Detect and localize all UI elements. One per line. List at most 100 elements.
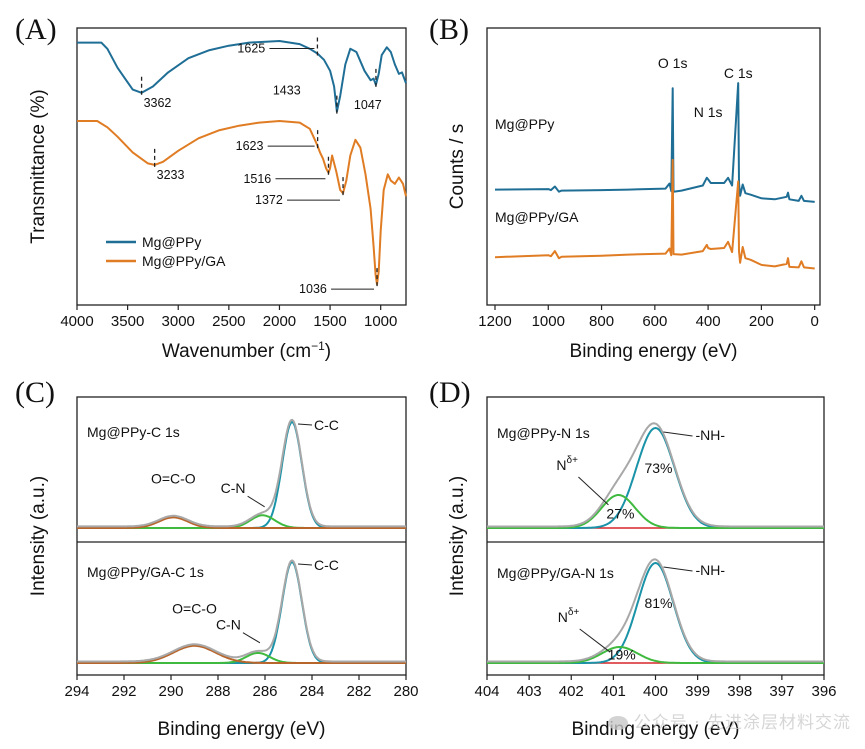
panel-d-label-nd-sup: δ+ <box>567 455 579 466</box>
panel-c-envelope <box>77 559 406 663</box>
panel-c-frame <box>76 396 407 676</box>
watermark-text: 公众号 · 先进涂层材料交流 <box>633 713 851 733</box>
panel-b-series-label: Mg@PPy/GA <box>495 209 579 225</box>
panel-a-x-tick-label: 4000 <box>60 313 93 330</box>
panel-a-x-tick-label: 2500 <box>212 313 245 330</box>
panel-c-label-arrow <box>247 495 265 508</box>
panel-d-label-nd-sup: δ+ <box>568 607 580 618</box>
panel-d-envelope <box>487 422 824 528</box>
panel-c-x-tick-label: 292 <box>111 683 136 700</box>
panel-d-percent-nh: 81% <box>644 595 672 611</box>
panel-b-x-tick-label: 1200 <box>478 313 511 330</box>
panel-d-label-arrow <box>578 476 609 506</box>
panel-a-peak-label: 1433 <box>273 84 301 98</box>
panel-d-x-tick-label: 403 <box>517 683 542 700</box>
panel-c-component-o-c-o <box>77 644 406 664</box>
panel-a-peak-label: 1516 <box>243 172 271 186</box>
panel-d-percent-nh: 73% <box>644 460 672 476</box>
panel-b-frame <box>486 27 821 306</box>
panel-a-peak-label: 1047 <box>354 98 382 112</box>
panel-b-peak-label: N 1s <box>694 104 723 120</box>
panel-d-percent-nd: 27% <box>606 505 634 521</box>
panel-d-x-tick-label: 396 <box>811 683 836 700</box>
panel-b-x-axis-title: Binding energy (eV) <box>570 341 738 362</box>
panel-b-y-axis-title: Counts / s <box>447 124 468 210</box>
panel-d-percent-nd: 19% <box>608 646 636 662</box>
panel-d-label-nd: Nδ+ <box>558 607 580 625</box>
panel-c-x-tick-label: 280 <box>393 683 418 700</box>
panel-d-component-n <box>487 646 824 664</box>
panel-c-letter: (C) <box>15 376 55 409</box>
panel-a-x-axis-title-sup: −1 <box>311 339 325 353</box>
panel-a-series-mg-ppy <box>77 40 407 113</box>
panel-c-x-tick-label: 294 <box>64 683 89 700</box>
panel-c-label-cc: C-C <box>314 557 339 573</box>
panel-c-label-cc: C-C <box>314 417 339 433</box>
panel-a-legend-label: Mg@PPy/GA <box>142 253 226 269</box>
panel-b-peak-label: C 1s <box>724 65 753 81</box>
panel-b-x-tick-label: 600 <box>642 313 667 330</box>
panel-a-peak-label: 1036 <box>299 282 327 296</box>
panel-c-label-cn: C-N <box>221 480 246 496</box>
panel-d-y-axis-title: Intensity (a.u.) <box>447 476 468 596</box>
panel-c-label-cn: C-N <box>216 617 241 633</box>
panel-c-x-tick-label: 290 <box>158 683 183 700</box>
panel-d-component-n <box>487 494 824 529</box>
panel-a-legend-label: Mg@PPy <box>142 234 201 250</box>
panel-a-x-tick-label: 3000 <box>162 313 195 330</box>
panel-b-series-label: Mg@PPy <box>495 116 554 132</box>
panel-a-peak-label: 3233 <box>157 168 185 182</box>
panel-d-envelope <box>487 558 824 663</box>
panel-a-x-axis-title: Wavenumber (cm−1) <box>162 339 331 362</box>
panel-c-x-axis-title: Binding energy (eV) <box>158 719 326 740</box>
panel-c-envelope <box>77 418 406 528</box>
panel-d-label-arrow <box>579 628 610 653</box>
panel-a-peak-label: 1623 <box>236 139 264 153</box>
panel-a-frame <box>76 27 407 306</box>
panel-d-letter: (D) <box>429 376 471 409</box>
panel-c-component-o-c-o <box>77 516 406 529</box>
panel-c-x-tick-label: 284 <box>299 683 324 700</box>
panel-a-peak-label: 1625 <box>237 42 265 56</box>
panel-c-y-axis-title: Intensity (a.u.) <box>28 476 49 596</box>
panel-a-x-tick-label: 1000 <box>364 313 397 330</box>
panel-c-label-arrow <box>297 423 313 426</box>
panel-b-x-tick-label: 0 <box>811 313 819 330</box>
watermark: 公众号 · 先进涂层材料交流 <box>607 708 851 733</box>
panel-c-subplot-title: Mg@PPy-C 1s <box>87 424 180 440</box>
panel-d-subplot-title: Mg@PPy/GA-N 1s <box>497 565 614 581</box>
wechat-icon <box>607 716 628 730</box>
panel-d-x-tick-label: 399 <box>685 683 710 700</box>
panel-b-x-tick-label: 200 <box>749 313 774 330</box>
panel-b-peak-label: O 1s <box>658 55 688 71</box>
panel-d-label-nd-main: N <box>556 457 566 473</box>
panel-a-peak-label: 3362 <box>144 96 172 110</box>
panel-c-label-arrow <box>242 632 261 644</box>
panel-a-x-axis-title-end: ) <box>325 341 331 362</box>
panel-c-label-oco: O=C-O <box>151 470 196 486</box>
panel-d-label-arrow <box>663 431 693 437</box>
panel-c-x-tick-label: 286 <box>252 683 277 700</box>
panel-d-x-tick-label: 400 <box>643 683 668 700</box>
panel-c-label-arrow <box>297 563 313 566</box>
panel-c-subplot-title: Mg@PPy/GA-C 1s <box>87 564 204 580</box>
panel-d-subplot-title: Mg@PPy-N 1s <box>497 425 590 441</box>
panel-a-peak-label: 1372 <box>255 193 283 207</box>
panel-d-label-nh: -NH- <box>696 427 726 443</box>
panel-d-component-nh <box>487 427 824 529</box>
panel-b-series-mg-ppy <box>494 82 815 203</box>
panel-d-label-nd: Nδ+ <box>556 455 578 473</box>
panel-a-letter: (A) <box>15 13 57 46</box>
panel-d-x-tick-label: 397 <box>769 683 794 700</box>
panel-d-x-tick-label: 398 <box>727 683 752 700</box>
panel-c-x-tick-label: 282 <box>346 683 371 700</box>
panel-d-label-arrow <box>663 566 693 572</box>
panel-b-letter: (B) <box>429 13 469 46</box>
panel-c-label-oco: O=C-O <box>172 601 217 617</box>
panel-d-x-tick-label: 402 <box>559 683 584 700</box>
panel-c-x-tick-label: 288 <box>205 683 230 700</box>
panel-d-x-tick-label: 404 <box>474 683 499 700</box>
panel-b-series-mg-ppy-ga <box>494 158 815 270</box>
panel-a-y-axis-title: Transmittance (%) <box>28 89 49 244</box>
panel-a-x-tick-label: 2000 <box>263 313 296 330</box>
